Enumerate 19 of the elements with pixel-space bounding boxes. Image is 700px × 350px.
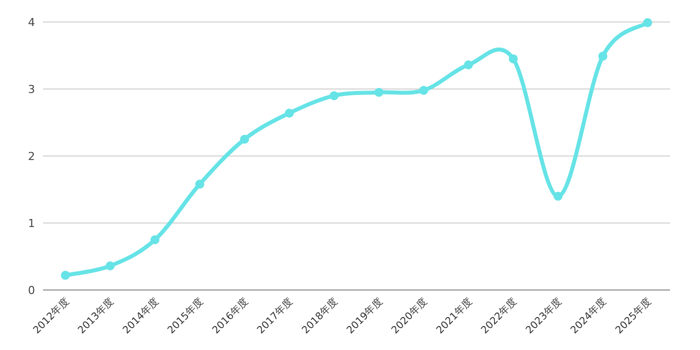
point — [195, 180, 204, 189]
point — [419, 86, 428, 95]
point — [60, 270, 70, 280]
point — [643, 18, 652, 28]
point — [284, 108, 294, 118]
point — [374, 88, 384, 97]
point — [106, 261, 115, 270]
point — [464, 60, 473, 70]
point — [508, 54, 518, 64]
y-tick-label: 4 — [28, 16, 35, 29]
y-tick-label: 0 — [28, 284, 35, 297]
y-tick-label: 3 — [28, 83, 35, 96]
point — [150, 235, 160, 244]
y-tick-label: 2 — [28, 150, 35, 163]
point — [240, 134, 250, 144]
point — [554, 192, 563, 201]
point — [330, 91, 339, 100]
y-tick-label: 1 — [28, 217, 35, 230]
point — [598, 52, 608, 61]
